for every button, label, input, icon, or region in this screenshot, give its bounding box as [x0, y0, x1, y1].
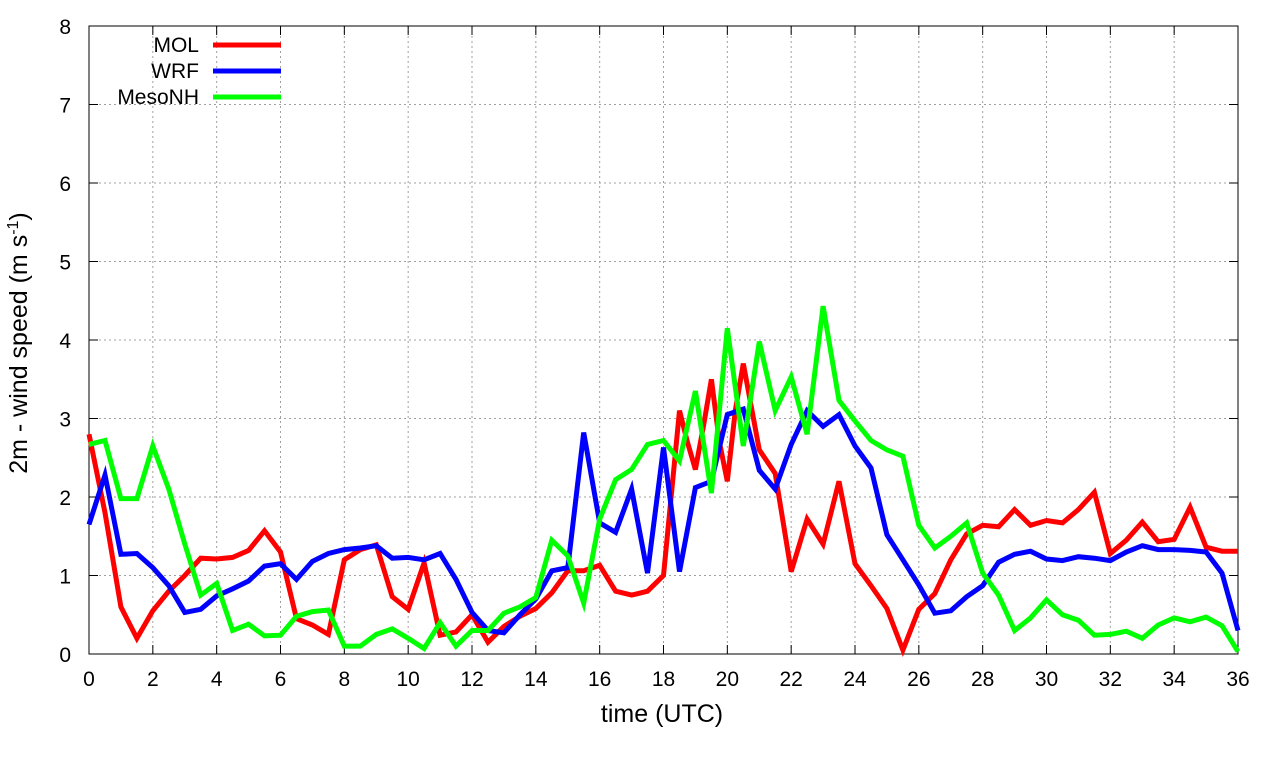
- series-line-mesonh: [88, 305, 1241, 653]
- x-tick-label: 22: [779, 668, 802, 691]
- x-tick-label: 20: [716, 668, 739, 691]
- legend-label-mol: MOL: [153, 34, 199, 57]
- x-tick-label: 16: [588, 668, 611, 691]
- legend-label-wrf: WRF: [151, 60, 199, 83]
- x-tick-label: 12: [460, 668, 483, 691]
- x-tick-label: 14: [524, 668, 548, 691]
- series-line-mol: [86, 363, 1238, 658]
- x-tick-label: 0: [83, 668, 95, 691]
- x-tick-label: 30: [1035, 668, 1058, 691]
- series-lines: [86, 305, 1241, 658]
- y-tick-label: 4: [59, 330, 71, 353]
- x-tick-label: 2: [147, 668, 159, 691]
- x-tick-label: 18: [652, 668, 675, 691]
- y-tick-label: 1: [59, 566, 71, 589]
- legend-label-mesonh: MesoNH: [117, 86, 199, 109]
- y-axis-title: 2m - wind speed (m s-1): [5, 212, 33, 474]
- y-axis-title-main: 2m - wind speed (m s: [5, 235, 33, 474]
- x-tick-label: 4: [211, 668, 223, 691]
- y-tick-label: 3: [59, 409, 71, 432]
- y-tick-label: 7: [59, 95, 71, 118]
- y-tick-label: 6: [59, 173, 71, 196]
- y-tick-label: 8: [59, 16, 71, 39]
- series-line-wrf: [86, 405, 1241, 636]
- y-tick-label: 5: [59, 252, 71, 275]
- x-tick-label: 8: [338, 668, 350, 691]
- y-tick-label: 0: [59, 644, 71, 667]
- y-tick-labels: 0 1 2 3 4 5 6 7 8: [59, 16, 71, 667]
- y-axis-title-superscript: -1: [5, 220, 22, 234]
- x-tick-labels: 0 2 4 6 8 10 12 14 16 18 20 22 24 26 28 30 32 34 36: [83, 668, 1250, 691]
- x-axis-title: time (UTC): [601, 700, 723, 728]
- x-tick-label: 26: [907, 668, 930, 691]
- grid: [89, 26, 1238, 654]
- x-tick-label: 10: [396, 668, 419, 691]
- y-tick-label: 2: [59, 487, 71, 510]
- x-tick-label: 6: [275, 668, 287, 691]
- x-tick-label: 24: [843, 668, 867, 691]
- x-tick-label: 36: [1226, 668, 1249, 691]
- x-tick-label: 32: [1099, 668, 1122, 691]
- x-tick-label: 28: [971, 668, 994, 691]
- legend: MOL WRF MesoNH: [117, 34, 281, 109]
- x-tick-label: 34: [1162, 668, 1186, 691]
- y-axis-title-end: ): [5, 212, 33, 220]
